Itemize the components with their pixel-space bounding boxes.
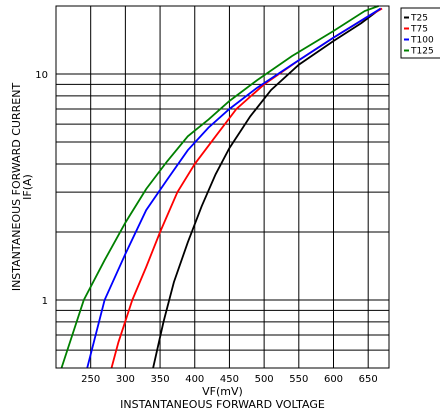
x-tick-label: 550 xyxy=(289,374,308,385)
legend-label-t75: T75 xyxy=(410,25,428,35)
x-tick-label: 400 xyxy=(185,374,204,385)
x-tick-label: 250 xyxy=(81,374,100,385)
x-tick-label: 650 xyxy=(359,374,378,385)
series-line-t25 xyxy=(152,7,382,369)
legend-label-t100: T100 xyxy=(410,36,434,46)
y-axis-title: INSTANTANEOUS FORWARD CURRENT xyxy=(10,83,23,292)
legend-label-t25: T25 xyxy=(410,14,428,24)
x-tick-label: 350 xyxy=(151,374,170,385)
x-axis-title: INSTANTANEOUS FORWARD VOLTAGE xyxy=(120,398,325,411)
x-axis-label: VF(mV) xyxy=(202,385,243,398)
y-tick-labels: 1 10 xyxy=(35,70,48,307)
grid xyxy=(56,5,389,369)
legend-label-t125: T125 xyxy=(410,47,434,57)
x-tick-labels: 250 300 350 400 450 500 550 600 650 xyxy=(81,374,378,385)
plot-frame xyxy=(55,5,390,369)
series-lines xyxy=(60,5,383,369)
series-line-t100 xyxy=(86,7,382,369)
x-tick-label: 500 xyxy=(255,374,274,385)
x-tick-label: 600 xyxy=(324,374,343,385)
y-axis-unit-label: IF(A) xyxy=(21,174,34,200)
x-tick-label: 450 xyxy=(220,374,239,385)
series-line-t75 xyxy=(110,7,383,369)
series-line-t125 xyxy=(60,5,379,369)
y-tick-label: 1 xyxy=(42,296,48,307)
x-tick-label: 300 xyxy=(116,374,135,385)
y-tick-label: 10 xyxy=(35,70,48,81)
